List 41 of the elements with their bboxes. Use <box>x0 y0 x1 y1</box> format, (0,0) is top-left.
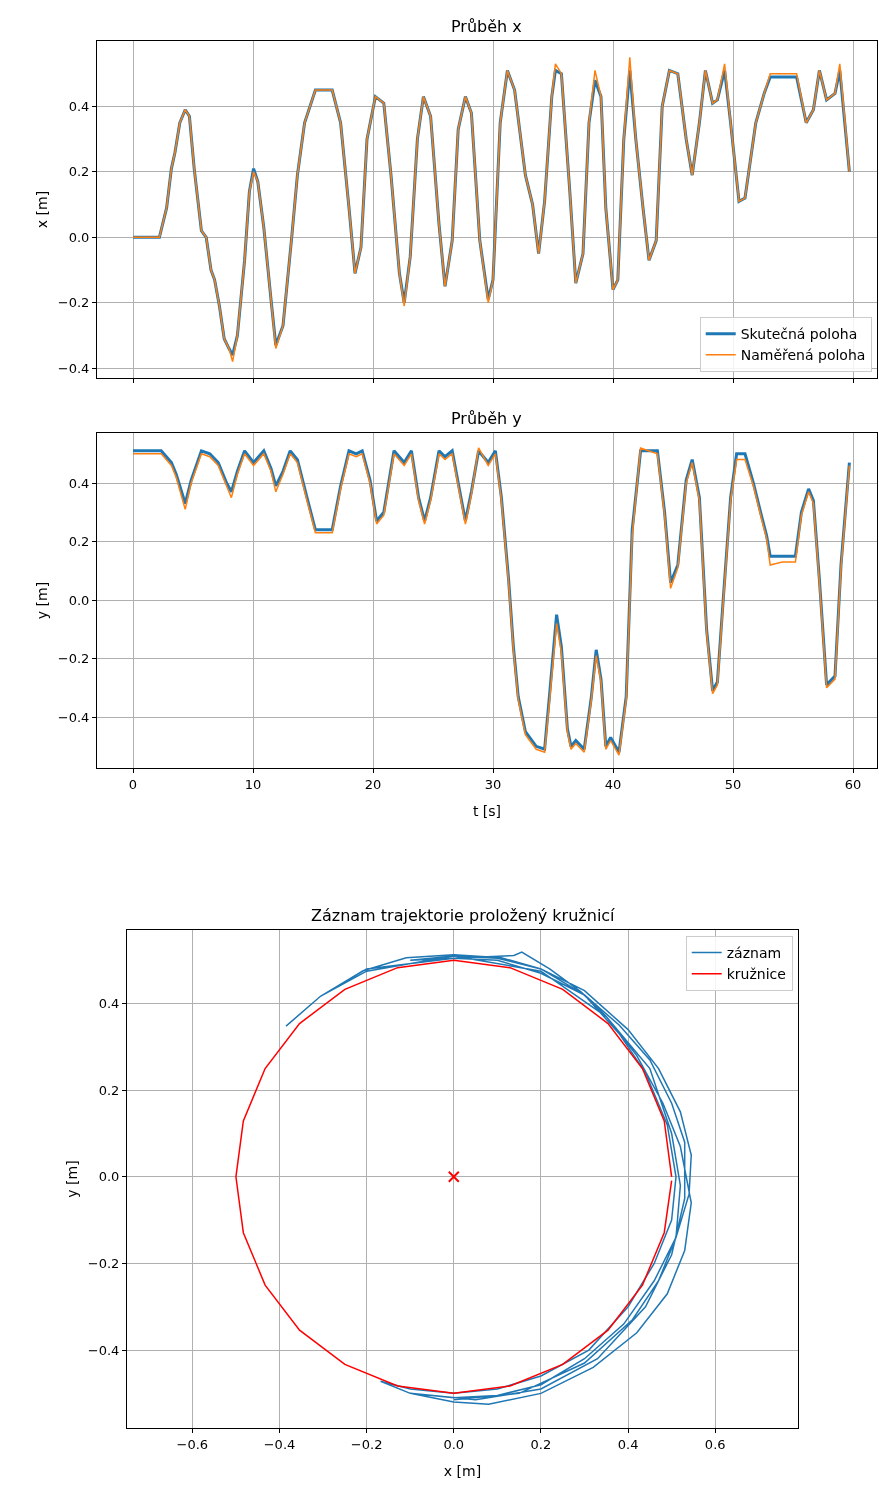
y-tick-label: −0.4 <box>87 1342 120 1358</box>
y-axis-title: y [m] <box>34 581 51 620</box>
y-tick-label: 0.4 <box>68 98 90 114</box>
x-tick-label: 40 <box>604 776 622 792</box>
x-tick-label: 0.6 <box>704 1436 726 1452</box>
y-tick-label: 0.0 <box>98 1169 120 1185</box>
x-tick-label: 0.2 <box>530 1436 552 1452</box>
y-tick-label: 0.4 <box>68 475 90 491</box>
y-tick-label: −0.2 <box>57 651 90 667</box>
legend-label: záznam <box>726 945 782 962</box>
y-tick-label: −0.4 <box>57 709 90 725</box>
y-tick-label: 0.0 <box>68 229 90 245</box>
y-tick-label: −0.4 <box>57 360 90 376</box>
chart-title: Průběh x <box>451 17 522 36</box>
x-tick-label: 0.4 <box>617 1436 639 1452</box>
chart-title: Průběh y <box>451 409 522 428</box>
y-tick-label: −0.2 <box>57 295 90 311</box>
legend-label: Naměřená poloha <box>740 347 866 364</box>
legend-label: kružnice <box>726 966 786 983</box>
y-tick-label: −0.2 <box>87 1255 120 1271</box>
legend-label: Skutečná poloha <box>740 326 858 343</box>
x-tick-label: 0.0 <box>443 1436 465 1452</box>
x-tick-label: 20 <box>364 776 382 792</box>
x-tick-label: −0.6 <box>176 1436 209 1452</box>
x-tick-label: 50 <box>724 776 742 792</box>
x-tick-label: 60 <box>844 776 862 792</box>
y-axis-title: x [m] <box>34 190 51 229</box>
x-tick-label: −0.2 <box>350 1436 383 1452</box>
chart-title: Záznam trajektorie proložený kružnicí <box>311 906 616 925</box>
x-tick-label: −0.4 <box>263 1436 296 1452</box>
y-tick-label: 0.4 <box>98 996 120 1012</box>
x-axis-title: t [s] <box>472 802 502 819</box>
y-tick-label: 0.2 <box>68 164 90 180</box>
y-tick-label: 0.0 <box>68 592 90 608</box>
x-tick-label: 30 <box>484 776 502 792</box>
y-tick-label: 0.2 <box>98 1082 120 1098</box>
x-axis-title: x [m] <box>443 1462 482 1479</box>
x-tick-label: 0 <box>128 776 138 792</box>
y-axis-title: y [m] <box>64 1160 81 1198</box>
y-tick-label: 0.2 <box>68 534 90 550</box>
x-tick-label: 10 <box>244 776 262 792</box>
